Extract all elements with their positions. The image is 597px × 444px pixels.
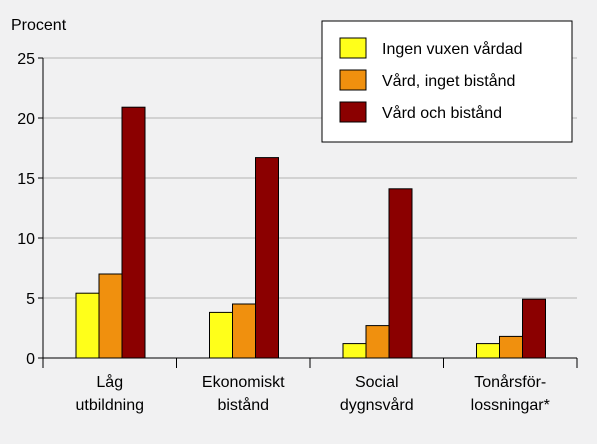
axis-labels: 0 5 10 15 20 25 Procent Låg utbildning Ekonomiskt… <box>11 17 550 414</box>
x-category-label: utbildning <box>76 397 145 414</box>
y-tick-label: 10 <box>17 231 35 248</box>
bar-2-1 <box>209 311 233 359</box>
bar-3-1 <box>342 343 367 359</box>
y-tick-label: 5 <box>26 291 35 308</box>
legend-label: Ingen vuxen vårdad <box>382 40 523 58</box>
bar-3-3 <box>388 188 413 359</box>
x-category-label: bistånd <box>217 396 269 414</box>
x-category-label: Social <box>355 374 399 391</box>
legend-label: Vård, inget bistånd <box>382 72 515 90</box>
bar-1-1 <box>75 292 100 359</box>
bar-1-2 <box>98 273 123 359</box>
legend-swatch <box>339 101 367 123</box>
legend-label: Vård och bistånd <box>382 104 502 122</box>
bar-3-2 <box>365 325 390 359</box>
y-tick-label: 20 <box>17 111 35 128</box>
y-tick-label: 15 <box>17 171 35 188</box>
y-tick-label: 25 <box>17 51 35 68</box>
legend: Ingen vuxen vårdad Vård, inget bistånd Vår… <box>321 20 573 143</box>
x-category-label: Tonårsför- <box>474 373 546 391</box>
bar-4-2 <box>499 335 523 359</box>
bar-4-3 <box>522 298 546 359</box>
bar-1-3 <box>121 106 146 359</box>
bar-4-1 <box>476 343 500 359</box>
x-category-label: dygnsvård <box>340 396 414 414</box>
x-category-label: lossningar* <box>471 397 550 414</box>
bar-2-3 <box>255 157 279 359</box>
x-category-label: Låg <box>96 373 123 391</box>
legend-swatch <box>339 37 367 59</box>
y-axis-label: Procent <box>11 17 67 34</box>
legend-swatch <box>339 69 367 91</box>
x-category-label: Ekonomiskt <box>202 374 285 391</box>
bar-2-2 <box>232 303 256 359</box>
y-tick-label: 0 <box>26 351 35 368</box>
axes <box>38 57 578 368</box>
